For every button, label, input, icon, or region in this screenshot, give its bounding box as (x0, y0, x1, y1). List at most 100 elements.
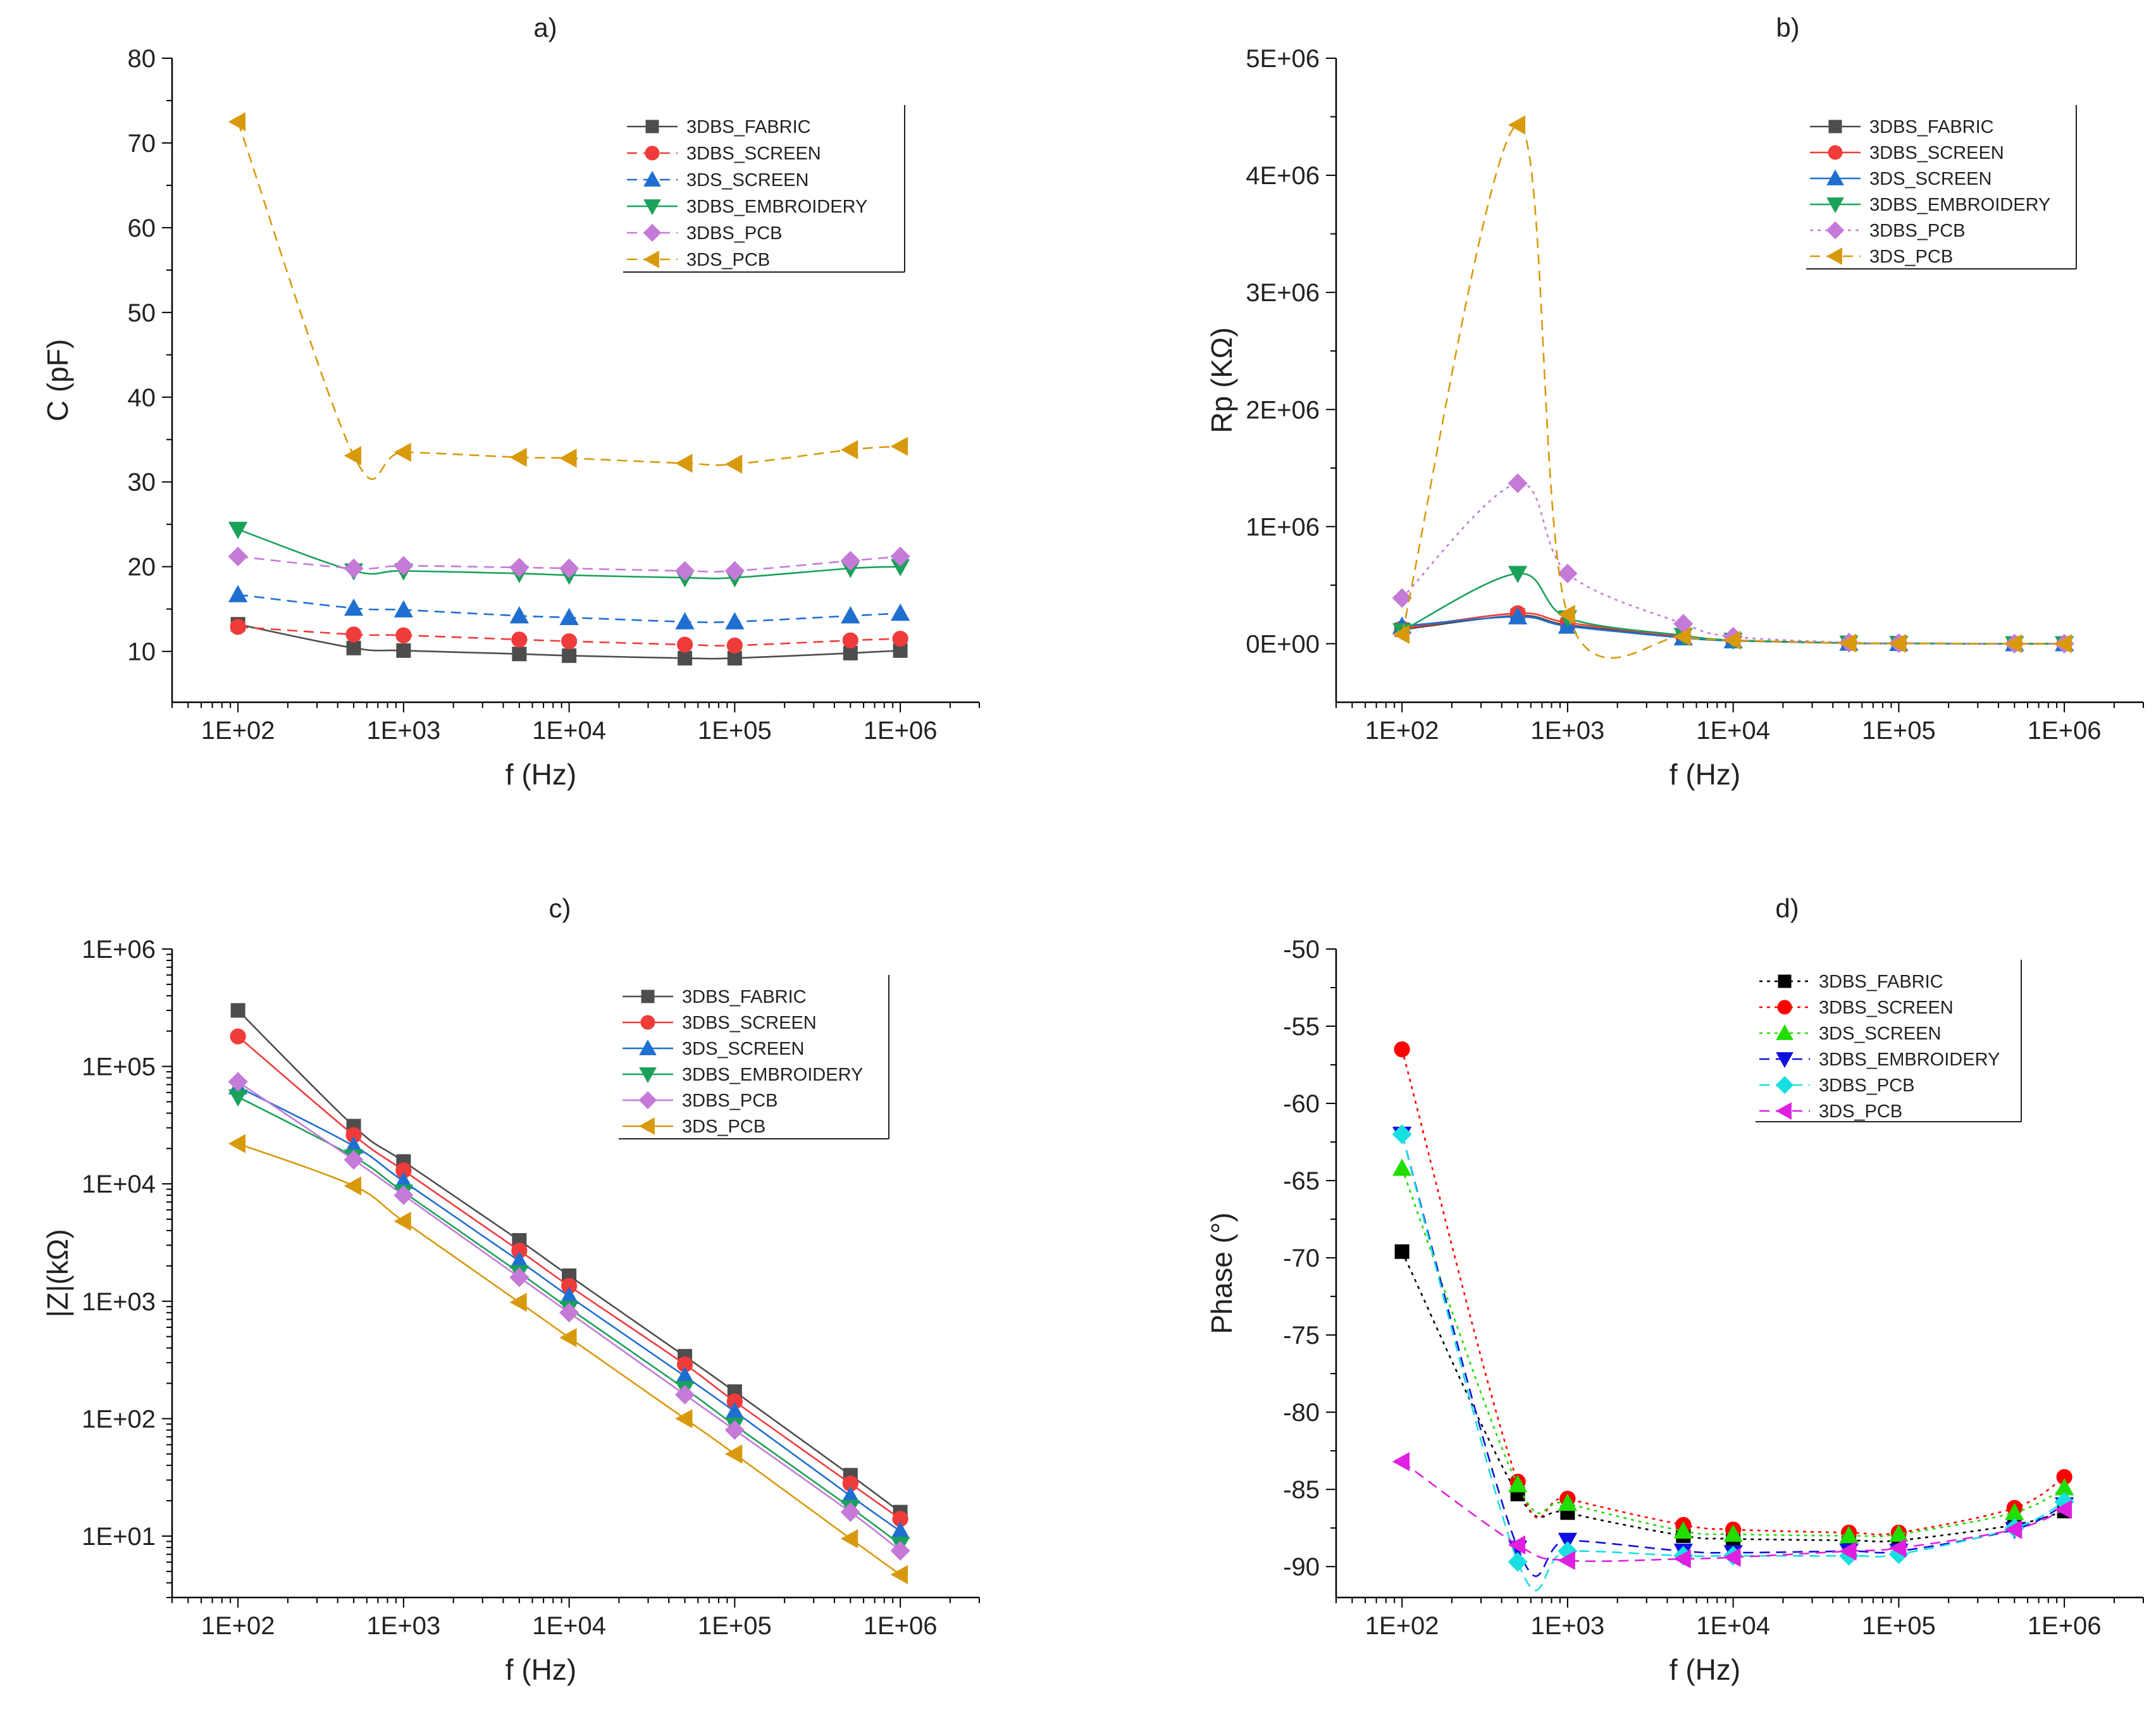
data-point (561, 633, 578, 650)
data-point (840, 1529, 858, 1549)
x-tick-label: 1E+03 (367, 1612, 441, 1640)
data-point (228, 1072, 248, 1092)
legend-label: 3DS_SCREEN (682, 1039, 804, 1059)
x-tick-label: 1E+04 (532, 1612, 606, 1640)
panel-b: 1E+02 1E+03 1E+04 1E+05 1E+06 0E+00 1E+06 2E+06… (1205, 13, 2144, 791)
data-point (228, 521, 248, 540)
data-point (1839, 1526, 1859, 1544)
data-point (1508, 1475, 1528, 1492)
data-point (1889, 633, 1907, 654)
data-point (841, 606, 860, 624)
data-point (1839, 633, 1857, 653)
data-point (1392, 588, 1412, 608)
data-point (675, 1384, 695, 1405)
data-point (1508, 1535, 1526, 1555)
legend-marker (1777, 1000, 1792, 1015)
data-point (1392, 624, 1410, 644)
y-tick-label: 70 (128, 130, 156, 158)
x-axis-label: f (Hz) (1670, 1653, 1740, 1686)
x-axis-label: f (Hz) (505, 1653, 576, 1686)
data-point (1558, 1551, 1575, 1570)
x-tick-label: 1E+04 (532, 717, 606, 745)
legend-label: 3DBS_SCREEN (682, 1013, 817, 1033)
data-point (1508, 566, 1528, 583)
data-point (1558, 1532, 1578, 1551)
data-point (1508, 607, 1528, 624)
legend: 3DBS_FABRIC 3DBS_SCREEN 3DS_SCREEN 3DBS_EMB… (1806, 105, 2077, 270)
data-point (676, 636, 693, 653)
data-point (509, 447, 527, 468)
x-tick-label: 1E+03 (367, 717, 441, 745)
y-tick-label: 1E+03 (82, 1288, 156, 1316)
data-point (725, 1444, 743, 1464)
x-tick-label: 1E+06 (864, 717, 938, 745)
x-tick-label: 1E+06 (2028, 717, 2102, 745)
data-point (724, 561, 745, 581)
y-tick-label: 50 (128, 299, 156, 327)
legend-marker (1826, 169, 1844, 185)
legend-label: 3DBS_EMBROIDERY (1869, 195, 2050, 215)
series-3DS_PCB (1392, 1452, 2072, 1570)
legend-label: 3DBS_EMBROIDERY (682, 1065, 863, 1085)
data-point (393, 600, 414, 617)
data-point (726, 637, 743, 654)
chart-title: b) (1776, 13, 1799, 42)
x-tick-label: 1E+04 (1696, 1612, 1770, 1640)
legend-marker (1826, 247, 1842, 265)
chart-title: d) (1775, 893, 1799, 923)
y-tick-label: 1E+05 (82, 1053, 156, 1081)
y-tick-label: 0E+00 (1246, 630, 1320, 658)
legend-label: 3DBS_EMBROIDERY (686, 197, 867, 217)
chart-title: a) (533, 13, 557, 42)
y-tick-label: 1E+01 (82, 1523, 156, 1551)
data-point (344, 558, 364, 578)
series-3DS_PCB (1392, 115, 2072, 659)
legend-marker (1826, 221, 1845, 240)
series-line (1401, 1251, 2065, 1542)
data-point (2004, 634, 2023, 654)
legend-label: 3DS_PCB (1819, 1101, 1902, 1122)
series-3DBS_EMBROIDERY (1392, 1126, 2074, 1577)
data-point (840, 1502, 860, 1522)
legend-marker (1828, 120, 1842, 133)
legend-marker (1828, 145, 1843, 160)
series-line (1401, 1134, 2065, 1592)
series-3DS_SCREEN (1392, 1158, 2074, 1544)
y-tick-label: -50 (1283, 936, 1320, 964)
data-point (559, 607, 579, 625)
y-tick-label: -65 (1283, 1167, 1320, 1195)
y-tick-label: 4E+06 (1246, 162, 1320, 190)
legend-marker (641, 989, 655, 1003)
data-point (724, 1420, 745, 1440)
data-point (890, 1541, 910, 1561)
data-point (344, 446, 362, 466)
y-axis-label: Phase (°) (1205, 1212, 1238, 1334)
data-point (230, 619, 246, 635)
data-point (1392, 1452, 1410, 1472)
legend-label: 3DBS_FABRIC (686, 117, 811, 137)
data-point (509, 1267, 530, 1287)
x-tick-label: 1E+06 (864, 1612, 938, 1640)
data-point (559, 1328, 577, 1348)
x-tick-label: 1E+05 (698, 717, 772, 745)
data-point (890, 547, 910, 567)
legend-label: 3DS_SCREEN (1869, 169, 1992, 189)
data-point (511, 631, 528, 648)
series-line (1401, 1134, 2065, 1577)
data-point (1558, 605, 1575, 624)
x-tick-label: 1E+02 (201, 1612, 275, 1640)
y-tick-label: 1E+06 (1246, 513, 1320, 541)
legend-marker (639, 1067, 657, 1084)
y-tick-label: 1E+02 (82, 1405, 156, 1433)
data-point (1723, 1524, 1743, 1542)
legend-marker (643, 251, 659, 268)
legend-marker (643, 170, 661, 187)
data-point (890, 604, 910, 621)
data-point (230, 1028, 246, 1045)
x-tick-label: 1E+03 (1531, 717, 1605, 745)
legend-marker (639, 1039, 657, 1055)
y-tick-label: 80 (128, 45, 156, 73)
legend: 3DBS_FABRIC 3DBS_SCREEN 3DS_SCREEN 3DBS_EMB… (623, 105, 905, 273)
data-point (393, 1185, 414, 1205)
y-tick-label: 5E+06 (1246, 45, 1320, 73)
